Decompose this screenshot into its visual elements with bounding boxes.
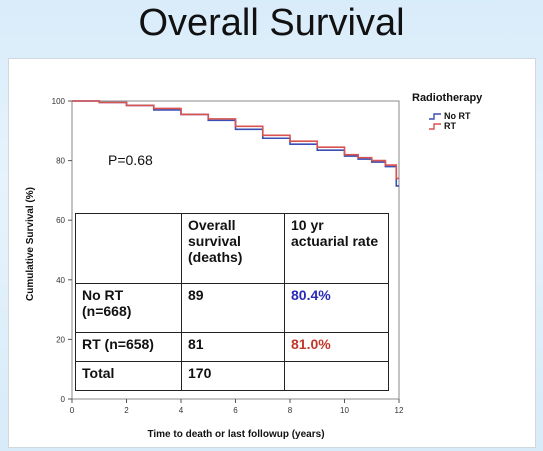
row-label: No RT (n=668) [75,282,182,333]
y-tick-label: 100 [52,97,66,106]
row-rate: 81.0% [284,331,389,362]
table-row: Total 170 [75,360,389,392]
row-label: RT (n=658) [75,331,182,362]
table-header-cell: 10 yr actuarial rate [284,213,389,284]
table-header-cell [75,213,182,284]
row-deaths: 89 [181,282,285,333]
survival-table: Overall survival (deaths) 10 yr actuaria… [75,213,389,392]
table-row: RT (n=658) 81 81.0% [75,331,389,362]
legend-swatch [429,113,441,120]
row-rate: 80.4% [284,282,389,333]
y-tick-label: 40 [56,276,65,285]
y-tick-label: 60 [56,216,65,225]
legend-title: Radiotherapy [412,92,483,104]
series-line-rt [72,100,399,180]
p-value-annotation: P=0.68 [108,152,153,168]
row-rate [284,360,389,392]
x-tick-label: 10 [340,406,349,415]
row-deaths: 81 [181,331,285,362]
y-tick-label: 20 [56,335,65,344]
x-tick-label: 12 [395,406,404,415]
y-tick-label: 80 [56,157,65,166]
legend-entry: No RT [444,111,471,121]
legend-swatch [429,123,441,130]
x-tick-label: 6 [233,406,238,415]
row-deaths: 170 [181,360,285,392]
table-row: No RT (n=668) 89 80.4% [75,282,389,333]
legend-entry: RT [444,121,456,131]
x-tick-label: 4 [179,406,184,415]
x-tick-label: 2 [124,406,129,415]
table-header-row: Overall survival (deaths) 10 yr actuaria… [75,213,389,284]
x-axis-label: Time to death or last followup (years) [147,429,324,440]
y-axis-label: Cumulative Survival (%) [25,187,36,301]
slide-title: Overall Survival [138,2,405,44]
x-tick-label: 8 [288,406,293,415]
row-label: Total [75,360,182,392]
series-line-no-rt [72,100,399,187]
table-header-cell: Overall survival (deaths) [181,213,285,284]
y-tick-label: 0 [61,395,66,404]
x-tick-label: 0 [70,406,75,415]
